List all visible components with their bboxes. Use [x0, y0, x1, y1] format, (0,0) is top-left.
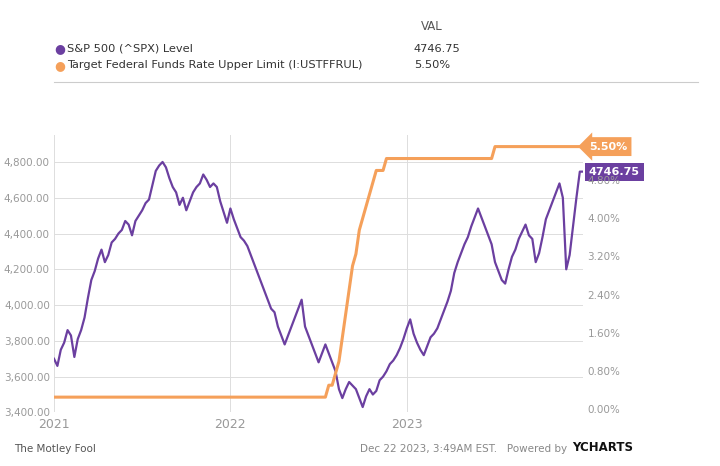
- Text: Target Federal Funds Rate Upper Limit (I:USTFFRUL): Target Federal Funds Rate Upper Limit (I…: [67, 60, 362, 70]
- Text: 5.50%: 5.50%: [589, 142, 627, 151]
- Text: Dec 22 2023, 3:49AM EST.   Powered by: Dec 22 2023, 3:49AM EST. Powered by: [360, 445, 570, 454]
- Text: S&P 500 (^SPX) Level: S&P 500 (^SPX) Level: [67, 44, 193, 54]
- Text: VAL: VAL: [421, 21, 443, 33]
- Text: YCHARTS: YCHARTS: [572, 441, 634, 454]
- Text: 4746.75: 4746.75: [589, 167, 640, 177]
- Text: 4746.75: 4746.75: [414, 44, 461, 54]
- Text: ●: ●: [54, 42, 65, 55]
- Text: 5.50%: 5.50%: [414, 60, 450, 70]
- Text: ●: ●: [54, 59, 65, 72]
- Text: The Motley Fool: The Motley Fool: [14, 445, 96, 454]
